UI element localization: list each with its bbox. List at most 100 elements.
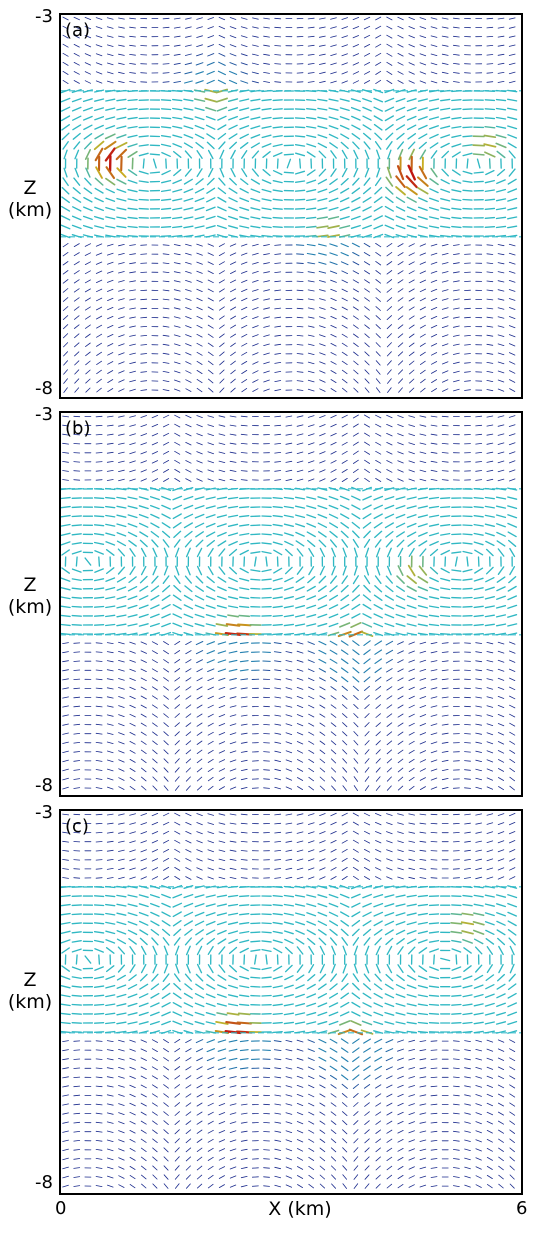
vector-arrow <box>252 352 259 356</box>
vector-arrow <box>274 470 282 472</box>
vector-arrow <box>129 831 136 834</box>
vector-arrow <box>307 388 315 392</box>
vector-arrow <box>353 1138 359 1144</box>
vector-arrow <box>497 937 506 946</box>
vector-arrow <box>195 973 204 982</box>
vector-arrow <box>395 1021 406 1025</box>
vector-arrow <box>185 460 192 464</box>
vector-arrow <box>140 867 147 871</box>
vector-arrow <box>127 216 138 220</box>
vector-arrow <box>172 179 183 185</box>
vector-arrow <box>261 994 272 997</box>
vector-arrow <box>239 642 249 645</box>
vector-arrow <box>395 894 406 898</box>
vector-arrow <box>174 1057 181 1062</box>
vector-arrow <box>207 333 214 338</box>
vector-arrow <box>60 496 71 500</box>
vector-arrow <box>352 71 360 75</box>
vector-arrow <box>183 225 194 229</box>
vector-arrow <box>227 514 239 518</box>
vector-arrow <box>85 351 91 357</box>
vector-arrow <box>451 99 462 102</box>
vector-arrow <box>441 705 449 708</box>
vector-arrow <box>406 225 417 229</box>
vector-arrow <box>62 451 69 454</box>
vector-arrow <box>228 668 238 672</box>
vector-arrow <box>161 504 171 510</box>
vector-arrow <box>384 115 394 122</box>
vector-arrow <box>129 732 136 736</box>
vector-arrow <box>196 876 203 880</box>
vector-arrow <box>140 1129 147 1134</box>
vector-arrow <box>150 920 160 927</box>
vector-arrow <box>95 859 103 861</box>
vector-arrow <box>330 704 337 709</box>
vector-arrow <box>406 1012 417 1016</box>
vector-arrow <box>408 858 416 861</box>
vector-arrow <box>183 197 194 202</box>
vector-arrow <box>497 840 505 844</box>
vector-arrow <box>429 577 439 583</box>
vector-arrow <box>118 44 125 47</box>
vector-arrow <box>397 776 404 782</box>
vector-arrow <box>350 224 361 229</box>
vector-arrow <box>330 44 337 47</box>
vector-arrow <box>62 251 69 257</box>
vector-arrow <box>417 215 428 220</box>
vector-arrow <box>409 378 415 384</box>
vector-arrow <box>452 1067 460 1069</box>
vector-arrow <box>352 821 359 826</box>
vector-arrow <box>62 813 69 816</box>
vector-arrow <box>507 1002 517 1008</box>
vector-arrow <box>118 1049 125 1052</box>
vector-arrow <box>430 324 438 329</box>
vector-arrow <box>475 1130 482 1134</box>
vector-arrow <box>263 370 270 374</box>
vector-arrow <box>319 677 326 682</box>
vector-arrow <box>352 141 360 150</box>
vector-arrow <box>397 822 404 825</box>
vector-arrow <box>207 279 214 284</box>
vector-arrow <box>151 1102 158 1107</box>
vector-arrow <box>116 614 127 618</box>
vector-arrow <box>218 768 226 772</box>
vector-arrow <box>205 1002 216 1007</box>
vector-arrow <box>330 1120 337 1125</box>
vector-arrow <box>218 732 226 736</box>
vector-arrow <box>162 271 170 274</box>
vector-arrow <box>196 858 203 862</box>
vector-arrow <box>339 107 350 112</box>
vector-arrow <box>240 415 248 418</box>
vector-arrow <box>296 1066 304 1070</box>
vector-arrow <box>172 134 183 139</box>
vector-arrow <box>205 496 216 500</box>
vector-arrow <box>105 623 116 627</box>
vector-arrow <box>227 894 239 898</box>
vector-arrow <box>194 1002 205 1008</box>
vector-arrow <box>284 975 294 981</box>
vector-arrow <box>395 623 406 627</box>
vector-arrow <box>195 585 204 592</box>
vector-arrow <box>365 565 370 576</box>
vector-arrow <box>296 280 304 283</box>
vector-arrow <box>274 298 282 301</box>
vector-arrow <box>185 1138 192 1144</box>
vector-arrow <box>140 371 148 373</box>
vector-arrow <box>161 992 171 999</box>
vector-arrow <box>163 963 169 974</box>
vector-arrow <box>185 1057 192 1062</box>
vector-arrow <box>374 658 382 664</box>
vector-arrow <box>129 704 136 709</box>
vector-arrow <box>95 1076 103 1079</box>
vector-arrow <box>218 714 226 718</box>
vector-arrow <box>207 433 215 437</box>
vector-arrow <box>319 352 326 356</box>
vector-arrow <box>95 832 103 834</box>
vector-arrow <box>419 732 427 736</box>
vector-arrow <box>440 142 450 149</box>
vector-arrow <box>307 81 315 83</box>
vector-arrow <box>118 271 125 274</box>
vector-arrow <box>428 1012 440 1015</box>
vector-arrow <box>140 469 147 473</box>
vector-arrow <box>263 724 270 726</box>
